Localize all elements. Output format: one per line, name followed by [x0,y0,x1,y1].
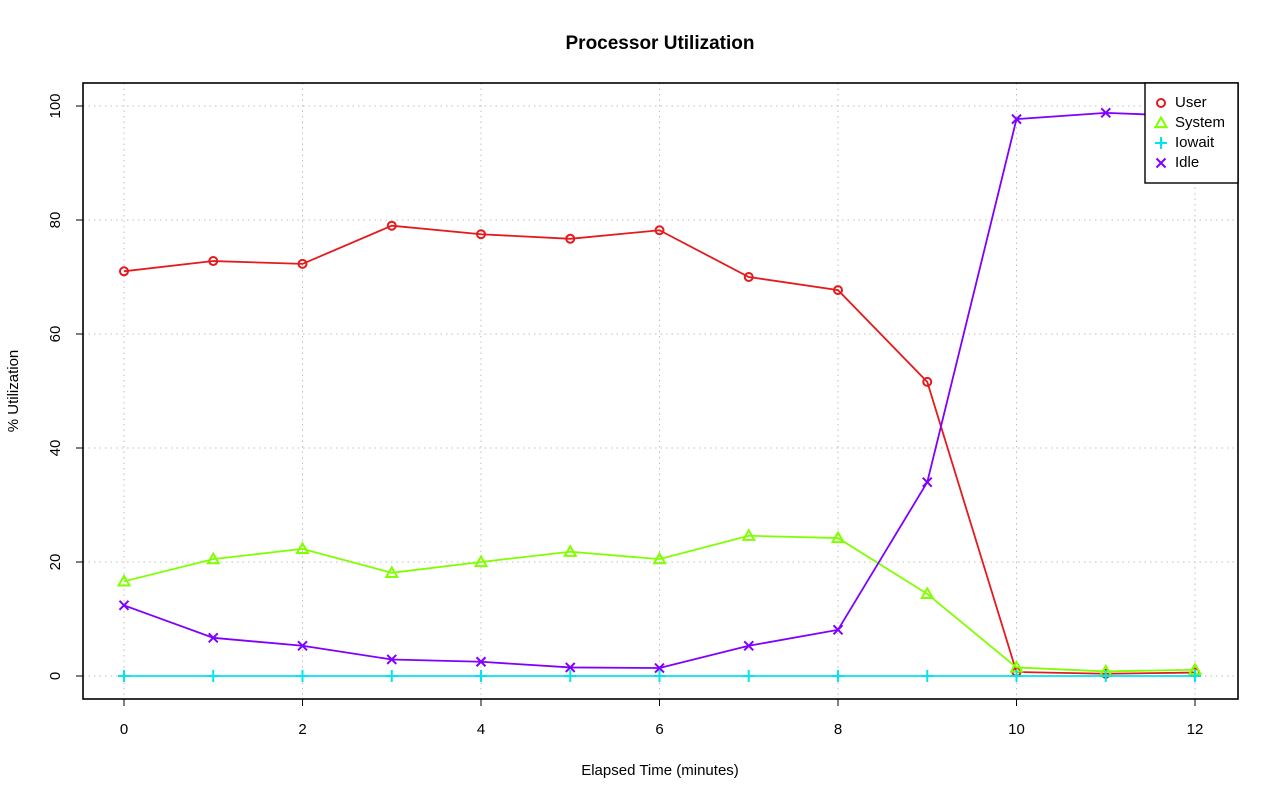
data-point-idle [297,640,308,651]
series-iowait [118,670,1201,682]
legend-marker-iowait [1155,137,1167,149]
data-point-iowait [653,670,666,682]
y-tick-label: 0 [47,672,64,680]
y-tick-label: 80 [47,212,64,229]
data-point-iowait [742,670,755,682]
data-point-system [920,586,935,600]
data-point-user [654,225,665,236]
data-point-idle [743,640,754,651]
x-tick-label: 6 [655,721,663,738]
data-point-idle [1011,113,1022,125]
data-point-system [116,573,132,587]
data-point-system [652,551,667,565]
data-point-user [833,285,843,296]
series-system [116,528,1203,677]
data-point-user [208,256,219,267]
data-point-system [473,554,489,568]
data-point-idle [565,662,576,673]
data-point-idle [1100,107,1111,119]
legend-box [1144,82,1239,184]
data-point-idle [475,656,487,667]
data-point-user [743,272,754,282]
legend-label-system: System [1175,114,1225,131]
x-tick-label: 12 [1187,721,1204,738]
series-user [119,220,1200,679]
data-point-idle [208,632,219,644]
data-point-user [386,220,397,231]
legend: User System Iowait Idle [1144,82,1239,184]
legend-label-iowait: Iowait [1175,134,1215,151]
data-point-idle [832,624,844,636]
data-point-user [565,233,576,244]
plot-frame [82,82,1239,700]
series-layer [116,107,1203,682]
grid [83,83,1238,699]
data-point-system [741,528,756,541]
data-point-iowait [832,670,844,682]
data-point-user [119,266,129,277]
data-point-system [563,544,578,557]
legend-marker-system [1153,115,1169,129]
legend-marker-idle [1155,157,1167,169]
data-point-idle [654,662,665,674]
y-tick-label: 60 [47,326,64,343]
x-axis-label: Elapsed Time (minutes) [581,762,739,779]
legend-marker-user [1156,98,1166,108]
y-axis-label: % Utilization [5,350,22,433]
data-point-iowait [475,670,487,682]
data-point-iowait [564,670,577,682]
data-point-iowait [1010,670,1023,682]
data-point-idle [386,654,397,665]
axes: 0 2 4 6 8 10 12 0 20 40 60 80 100 [47,93,1203,738]
data-point-user [297,258,308,269]
data-point-iowait [118,670,130,682]
data-point-iowait [1099,670,1112,682]
y-tick-label: 20 [47,554,64,571]
data-point-iowait [296,670,309,682]
data-point-user [922,376,933,387]
data-point-iowait [207,670,220,682]
legend-label-idle: Idle [1175,154,1199,171]
legend-label-user: User [1175,94,1207,111]
series-idle [118,107,1201,674]
data-point-iowait [1189,670,1201,682]
data-point-iowait [921,670,934,682]
series-line-system [123,534,1196,673]
chart-title: Processor Utilization [566,33,755,54]
y-tick-label: 40 [47,440,64,457]
data-point-system [295,541,310,555]
x-tick-label: 2 [298,721,306,738]
data-point-iowait [385,670,398,682]
y-tick-label: 100 [47,93,64,118]
data-point-system [384,565,399,578]
data-point-idle [118,600,130,611]
x-tick-label: 10 [1008,721,1025,738]
x-tick-label: 8 [834,721,842,738]
x-tick-label: 0 [120,721,128,738]
data-point-system [206,551,221,565]
data-point-idle [922,476,933,488]
data-point-user [476,229,486,240]
x-tick-label: 4 [477,721,485,738]
data-point-system [830,530,846,544]
